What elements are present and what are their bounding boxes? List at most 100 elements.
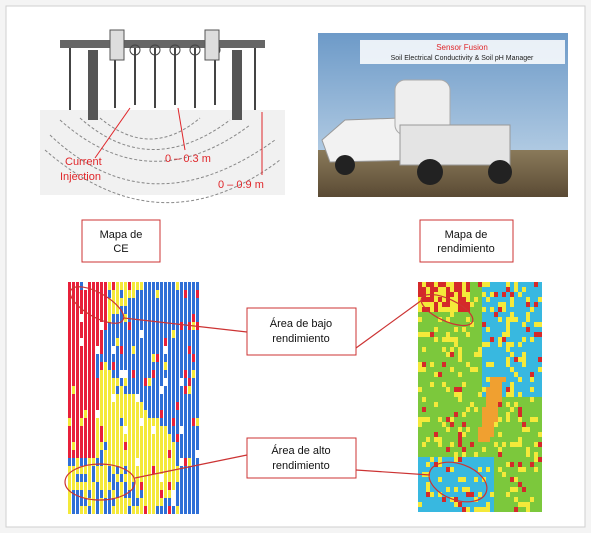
map-cell [474, 337, 478, 342]
map-cell [522, 442, 526, 447]
map-cell [470, 387, 474, 392]
map-cell [116, 314, 119, 322]
map-cell [100, 378, 103, 386]
map-cell [490, 477, 494, 482]
map-cell [502, 437, 506, 442]
map-cell [494, 472, 498, 477]
map-cell [438, 412, 442, 417]
map-cell [430, 387, 434, 392]
map-cell [454, 457, 458, 462]
map-cell [490, 462, 494, 467]
map-cell [148, 490, 151, 498]
map-cell [458, 407, 462, 412]
map-cell [430, 297, 434, 302]
map-cell [446, 502, 450, 507]
map-cell [136, 418, 139, 426]
map-cell [506, 322, 510, 327]
map-cell [132, 362, 135, 370]
map-cell [458, 357, 462, 362]
map-cell [188, 402, 191, 410]
map-cell [116, 306, 119, 314]
map-cell [486, 307, 490, 312]
map-cell [446, 387, 450, 392]
map-cell [128, 410, 131, 418]
map-cell [462, 287, 466, 292]
map-cell [538, 372, 542, 377]
map-cell [478, 397, 482, 402]
map-cell [112, 466, 115, 474]
map-cell [140, 290, 143, 298]
map-cell [172, 362, 175, 370]
map-cell [430, 442, 434, 447]
map-cell [418, 402, 422, 407]
map-cell [470, 392, 474, 397]
map-cell [140, 490, 143, 498]
map-cell [502, 377, 506, 382]
map-cell [96, 474, 99, 482]
map-cell [148, 346, 151, 354]
map-cell [490, 467, 494, 472]
map-cell [418, 377, 422, 382]
map-cell [458, 292, 462, 297]
map-cell [124, 386, 127, 394]
map-cell [522, 382, 526, 387]
map-cell [172, 410, 175, 418]
map-cell [470, 487, 474, 492]
map-cell [92, 474, 95, 482]
map-cell [128, 362, 131, 370]
map-cell [458, 327, 462, 332]
map-cell [522, 402, 526, 407]
map-cell [184, 314, 187, 322]
map-cell [442, 447, 446, 452]
map-cell [538, 417, 542, 422]
map-cell [478, 352, 482, 357]
map-cell [530, 427, 534, 432]
map-cell [80, 482, 83, 490]
map-cell [438, 367, 442, 372]
map-cell [522, 472, 526, 477]
map-cell [196, 490, 199, 498]
map-cell [156, 442, 159, 450]
map-cell [506, 437, 510, 442]
map-cell [506, 332, 510, 337]
map-cell [168, 434, 171, 442]
map-cell [120, 466, 123, 474]
map-cell [104, 338, 107, 346]
map-cell [426, 482, 430, 487]
map-cell [80, 394, 83, 402]
map-cell [76, 418, 79, 426]
callout-label: Área de alto rendimiento [271, 444, 330, 472]
map-cell [518, 442, 522, 447]
map-cell [128, 282, 131, 290]
map-cell [518, 402, 522, 407]
map-cell [450, 457, 454, 462]
map-cell [538, 402, 542, 407]
map-cell [458, 472, 462, 477]
map-cell [494, 402, 498, 407]
map-cell [422, 417, 426, 422]
map-cell [100, 418, 103, 426]
map-cell [510, 297, 514, 302]
map-cell [418, 447, 422, 452]
map-cell [72, 394, 75, 402]
map-cell [458, 417, 462, 422]
map-cell [438, 357, 442, 362]
map-cell [438, 327, 442, 332]
map-cell [454, 407, 458, 412]
map-cell [518, 392, 522, 397]
map-cell [526, 292, 530, 297]
map-cell [458, 442, 462, 447]
map-cell [462, 422, 466, 427]
map-cell [474, 477, 478, 482]
map-cell [92, 362, 95, 370]
map-cell [422, 322, 426, 327]
map-cell [514, 387, 518, 392]
map-cell [478, 432, 482, 437]
map-cell [498, 352, 502, 357]
map-cell [80, 506, 83, 514]
map-cell [140, 394, 143, 402]
map-cell [148, 290, 151, 298]
map-cell [450, 382, 454, 387]
map-cell [534, 372, 538, 377]
map-cell [486, 447, 490, 452]
